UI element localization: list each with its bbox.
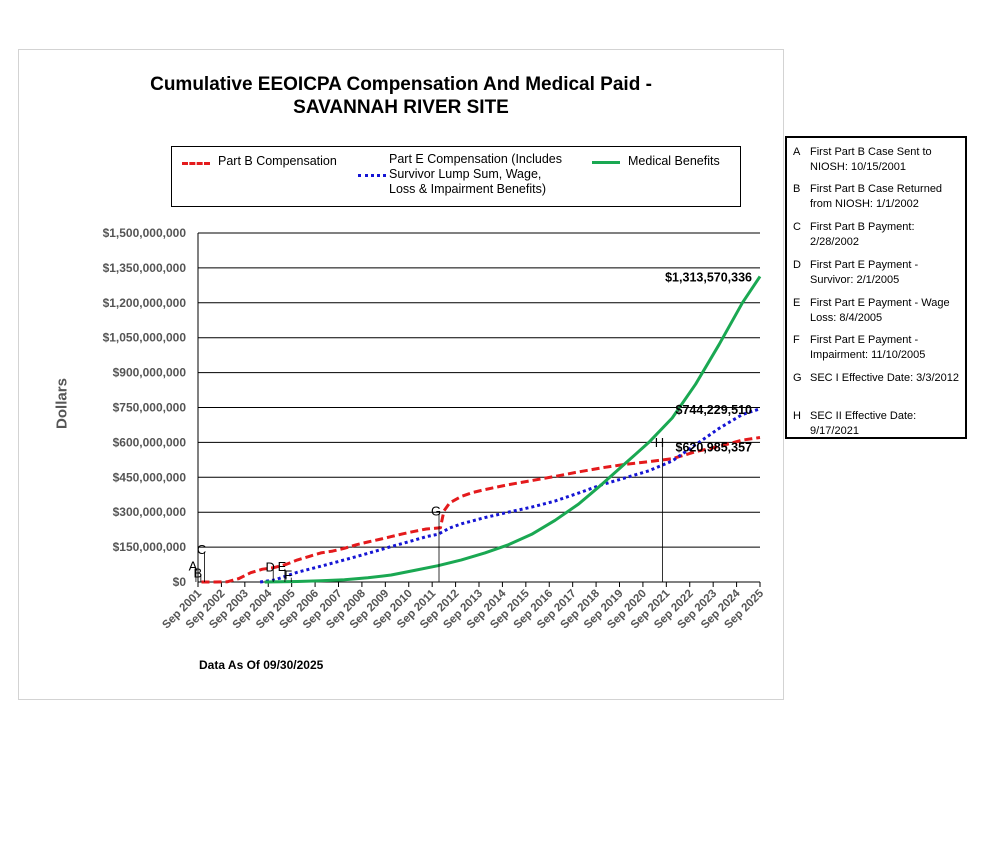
legend-swatch-medical	[592, 161, 620, 164]
chart-title-line1: Cumulative EEOICPA Compensation And Medi…	[150, 74, 652, 95]
event-marker-h: H	[655, 435, 664, 450]
legend: Part B Compensation Part E Compensation …	[171, 146, 741, 207]
event-notes-box: A First Part B Case Sent to NIOSH: 10/15/…	[785, 136, 967, 439]
note-letter: C	[793, 221, 801, 233]
note-letter: E	[793, 297, 801, 309]
note-line: First Part E Payment -	[810, 334, 919, 346]
note-line: from NIOSH: 1/1/2002	[810, 198, 919, 210]
note-line: Impairment: 11/10/2005	[810, 349, 926, 361]
note-text: First Part B Payment: 2/28/2002	[810, 220, 966, 250]
end-value-label: $1,313,570,336	[665, 270, 752, 284]
note-line: Survivor: 2/1/2005	[810, 274, 900, 286]
y-tick-label: $1,350,000,000	[103, 261, 187, 275]
event-marker-g: G	[431, 504, 441, 519]
note-text: SEC II Effective Date: 9/17/2021	[810, 409, 966, 439]
legend-label-medical: Medical Benefits	[628, 154, 720, 168]
end-value-label: $744,229,510	[676, 403, 753, 417]
legend-entry-part-e: Part E Compensation (Includes Survivor L…	[358, 152, 578, 200]
note-letter: B	[793, 183, 801, 195]
legend-label-part-e-line2: Survivor Lump Sum, Wage,	[389, 167, 542, 181]
chart-subtitle: SAVANNAH RIVER SITE	[293, 97, 509, 118]
y-tick-label: $1,050,000,000	[103, 331, 187, 345]
end-value-label: $620,985,357	[676, 441, 753, 455]
note-line: First Part B Payment:	[810, 221, 915, 233]
series-line-medical	[264, 275, 762, 584]
note-letter: D	[793, 259, 801, 271]
y-tick-label: $300,000,000	[113, 505, 187, 519]
y-tick-label: $600,000,000	[113, 435, 187, 449]
note-text: First Part E Payment - Survivor: 2/1/2005	[810, 258, 966, 288]
note-line: NIOSH: 10/15/2001	[810, 161, 907, 173]
y-tick-label: $1,200,000,000	[103, 296, 187, 310]
event-marker-e: E	[278, 559, 287, 574]
note-text: First Part B Case Returned from NIOSH: 1/…	[810, 182, 966, 212]
note-line: First Part B Case Returned	[810, 183, 943, 195]
legend-swatch-part-b	[182, 162, 210, 165]
y-tick-label: $150,000,000	[113, 540, 187, 554]
note-text: First Part B Case Sent to NIOSH: 10/15/20…	[810, 145, 966, 175]
event-marker-d: D	[266, 560, 275, 575]
event-marker-f: F	[284, 568, 292, 583]
note-line: 2/28/2002	[810, 236, 859, 248]
data-as-of: Data As Of 09/30/2025	[199, 658, 324, 672]
y-tick-label: $450,000,000	[113, 470, 187, 484]
note-text: First Part E Payment - Impairment: 11/10/…	[810, 333, 966, 363]
legend-entry-part-b: Part B Compensation	[182, 154, 382, 170]
note-letter: F	[793, 334, 800, 346]
event-marker-c: C	[197, 542, 206, 557]
event-marker-b: B	[194, 565, 203, 580]
legend-label-part-b: Part B Compensation	[218, 154, 337, 168]
note-line: SEC I Effective Date: 3/3/2012	[810, 372, 959, 384]
note-letter: G	[793, 372, 802, 384]
legend-swatch-part-e	[358, 174, 386, 177]
note-text: First Part E Payment - Wage Loss: 8/4/200…	[810, 296, 966, 326]
note-letter: H	[793, 410, 801, 422]
y-tick-label: $0	[173, 575, 187, 589]
event-marker-a: A	[189, 558, 198, 573]
note-line: 9/17/2021	[810, 425, 859, 437]
legend-label-part-e-line3: Loss & Impairment Benefits)	[389, 182, 547, 196]
note-line: First Part E Payment - Wage	[810, 297, 950, 309]
y-tick-label: $750,000,000	[113, 401, 187, 415]
legend-label-part-e-line1: Part E Compensation (Includes	[389, 152, 563, 166]
series-line-part-e	[259, 407, 761, 584]
chart-title: Cumulative EEOICPA Compensation And Medi…	[18, 73, 784, 119]
note-letter: A	[793, 146, 801, 158]
y-tick-label: $1,500,000,000	[103, 226, 187, 240]
y-tick-label: $900,000,000	[113, 366, 187, 380]
legend-entry-medical: Medical Benefits	[592, 154, 742, 170]
note-line: First Part B Case Sent to	[810, 146, 932, 158]
note-line: Loss: 8/4/2005	[810, 312, 883, 324]
note-line: First Part E Payment -	[810, 259, 919, 271]
note-line: SEC II Effective Date:	[810, 410, 917, 422]
note-text: SEC I Effective Date: 3/3/2012	[810, 371, 966, 386]
